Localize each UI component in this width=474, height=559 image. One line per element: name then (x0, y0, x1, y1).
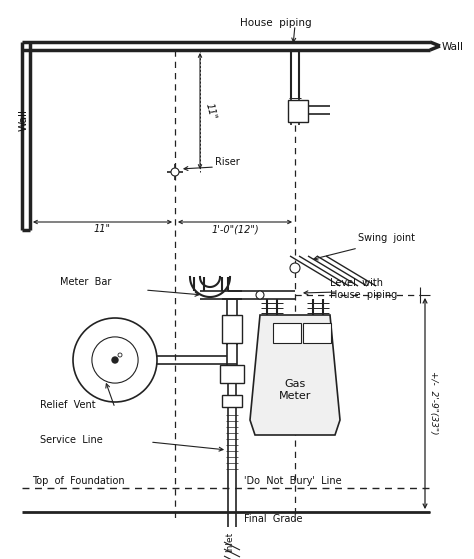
Text: Service  Line: Service Line (40, 435, 103, 445)
Text: Top  of  Foundation: Top of Foundation (32, 476, 125, 486)
Circle shape (171, 168, 179, 176)
Text: 11": 11" (204, 102, 218, 121)
Circle shape (118, 353, 122, 357)
FancyBboxPatch shape (273, 323, 301, 343)
Text: Final  Grade: Final Grade (244, 514, 302, 524)
Text: Wall: Wall (442, 42, 464, 52)
Text: Wall: Wall (19, 109, 29, 131)
Text: Meter  Bar: Meter Bar (60, 277, 111, 287)
Text: Gas
Meter: Gas Meter (279, 379, 311, 401)
Text: Level  with
House  piping: Level with House piping (330, 278, 397, 300)
FancyBboxPatch shape (288, 100, 308, 122)
Text: Inlet: Inlet (226, 532, 235, 552)
Text: Relief  Vent: Relief Vent (40, 400, 96, 410)
Text: +/-  2'-9"(33"): +/- 2'-9"(33") (429, 371, 438, 435)
FancyBboxPatch shape (220, 365, 244, 383)
Text: Swing  joint: Swing joint (358, 233, 415, 243)
Circle shape (112, 357, 118, 363)
Circle shape (290, 263, 300, 273)
FancyBboxPatch shape (222, 395, 242, 407)
FancyBboxPatch shape (303, 323, 331, 343)
Text: 1'-0"(12"): 1'-0"(12") (211, 224, 259, 234)
Circle shape (73, 318, 157, 402)
Circle shape (256, 291, 264, 299)
Text: 11": 11" (93, 224, 110, 234)
FancyBboxPatch shape (222, 315, 242, 343)
Text: Riser: Riser (215, 157, 240, 167)
Text: 'Do  Not  Bury'  Line: 'Do Not Bury' Line (244, 476, 342, 486)
Text: House  piping: House piping (240, 18, 311, 28)
Polygon shape (250, 315, 340, 435)
Circle shape (92, 337, 138, 383)
